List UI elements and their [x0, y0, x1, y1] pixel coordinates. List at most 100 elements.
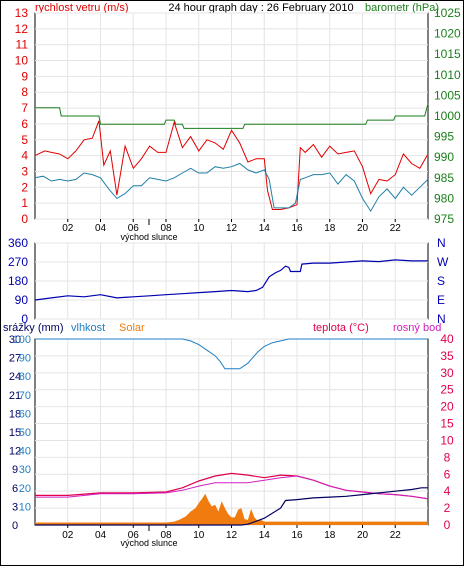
- temperature-tick-label: 6: [444, 467, 451, 481]
- x-tick-label: 04: [95, 223, 107, 234]
- pressure-tick-label: 995: [434, 130, 454, 144]
- solar-area: [35, 493, 428, 525]
- temperature-tick-label: 20: [440, 400, 454, 414]
- rain-tick-label: 24: [9, 371, 21, 383]
- rain-tick-label: 15: [9, 427, 21, 439]
- temperature-tick-label: 25: [440, 383, 454, 397]
- x-tick-label: 12: [226, 223, 238, 234]
- wind-speed-tick-label: 6: [21, 117, 28, 131]
- chart-title: 24 hour graph day : 26 February 2010: [168, 2, 353, 14]
- wind-speed-tick-label: 8: [21, 85, 28, 99]
- rain-axis-title: srážky (mm): [3, 322, 64, 334]
- wind-speed-tick-label: 11: [16, 38, 29, 52]
- wind-speed-tick-label: 13: [15, 6, 29, 20]
- humidity-legend-label: vlhkost: [71, 322, 105, 334]
- pressure-tick-label: 975: [434, 212, 454, 226]
- wind-speed-tick-label: 12: [15, 22, 29, 36]
- wind-speed-tick-label: 7: [21, 101, 28, 115]
- rain-tick-label: 18: [9, 408, 21, 420]
- temperature-tick-label: 4: [444, 484, 451, 498]
- temperature-axis-title: teplota (°C): [313, 322, 369, 334]
- rain-tick-label: 21: [9, 390, 21, 402]
- x-tick-label: 04: [95, 530, 107, 541]
- temperature-tick-label: 30: [440, 366, 454, 380]
- x-tick-label: 06: [128, 530, 140, 541]
- wind-speed-tick-label: 9: [21, 69, 28, 83]
- humidity-tick-label: 60: [19, 408, 31, 420]
- rain-tick-label: 9: [12, 464, 18, 476]
- x-tick-label: 14: [259, 530, 271, 541]
- x-tick-label: 08: [160, 530, 172, 541]
- chart1-x-tick-labels: 02 04 06 08 10 12 14 16 18 20 22: [62, 219, 401, 234]
- direction-degree-label: 180: [8, 274, 28, 288]
- pressure-tick-label: 1005: [434, 88, 461, 102]
- x-tick-label: 22: [390, 530, 402, 541]
- rain-temp-series: [35, 338, 429, 526]
- pressure-tick-label: 980: [434, 191, 454, 205]
- wind-speed-line: [34, 162, 429, 213]
- direction-compass-label: S: [437, 274, 445, 288]
- chart1-sunrise-label: východ slunce: [120, 232, 177, 242]
- solar-legend-label: Solar: [119, 322, 145, 334]
- x-tick-label: 20: [357, 223, 369, 234]
- pressure-tick-label: 1000: [434, 109, 461, 123]
- rain-tick-label: 30: [9, 334, 21, 346]
- rain-tick-label: 12: [9, 446, 21, 458]
- wind-speed-tick-label: 0: [21, 212, 28, 226]
- pressure-tick-label: 985: [434, 171, 454, 185]
- pressure-tick-label: 1025: [434, 6, 461, 20]
- direction-compass-label: N: [437, 236, 446, 250]
- humidity-tick-labels: 10 20 30 40 50 60 70 80 90 100: [13, 334, 31, 513]
- wind-direction-grid: [35, 242, 428, 320]
- wind-speed-axis-title: rychlost vetru (m/s): [35, 2, 129, 14]
- pressure-tick-label: 990: [434, 150, 454, 164]
- x-tick-label: 08: [160, 223, 172, 234]
- humidity-tick-label: 70: [19, 390, 31, 402]
- humidity-tick-label: 30: [19, 464, 31, 476]
- x-tick-label: 22: [390, 223, 402, 234]
- rain-tick-label: 0: [12, 520, 18, 532]
- rain-tick-labels: 0 3 6 9 12 15 18 21 24 27 30: [9, 334, 21, 532]
- x-tick-label: 02: [62, 530, 74, 541]
- direction-compass-label: W: [437, 255, 449, 269]
- temperature-tick-labels: 0 2 4 6 8 10 15 20 25 30 35 40: [440, 332, 454, 532]
- humidity-tick-label: 10: [19, 501, 31, 513]
- humidity-tick-label: 20: [19, 483, 31, 495]
- rain-tick-label: 3: [12, 501, 18, 513]
- x-tick-label: 14: [259, 223, 271, 234]
- pressure-tick-label: 1015: [434, 47, 461, 61]
- wind-gust-line: [34, 120, 429, 210]
- x-tick-label: 16: [291, 530, 303, 541]
- wind-speed-tick-label: 10: [15, 54, 29, 68]
- rain-tick-label: 27: [9, 353, 21, 365]
- direction-degree-label: 0: [21, 312, 28, 326]
- direction-degree-label: 360: [8, 236, 28, 250]
- direction-degree-label: 270: [8, 255, 28, 269]
- x-tick-label: 16: [291, 223, 303, 234]
- x-tick-label: 18: [324, 530, 336, 541]
- temperature-tick-label: 35: [440, 349, 454, 363]
- wind-speed-tick-label: 5: [21, 133, 28, 147]
- x-tick-label: 12: [226, 530, 238, 541]
- pressure-tick-label: 1010: [434, 68, 461, 82]
- x-tick-label: 20: [357, 530, 369, 541]
- wind-pressure-series: [34, 103, 429, 213]
- temperature-tick-label: 15: [440, 417, 454, 431]
- x-tick-label: 10: [193, 530, 205, 541]
- humidity-tick-label: 100: [13, 334, 31, 346]
- temperature-tick-label: 8: [444, 450, 451, 464]
- direction-compass-label: E: [437, 293, 445, 307]
- humidity-tick-label: 40: [19, 446, 31, 458]
- x-tick-label: 10: [193, 223, 205, 234]
- pressure-axis-title: barometr (hPa): [365, 2, 439, 14]
- x-tick-label: 18: [324, 223, 336, 234]
- humidity-line: [35, 338, 428, 370]
- x-tick-label: 02: [62, 223, 74, 234]
- pressure-tick-labels: 975 980 985 990 995 1000 1005 1010 1015 1020 1025: [434, 6, 461, 226]
- direction-degree-label: 90: [15, 293, 29, 307]
- wind-speed-tick-label: 3: [21, 164, 28, 178]
